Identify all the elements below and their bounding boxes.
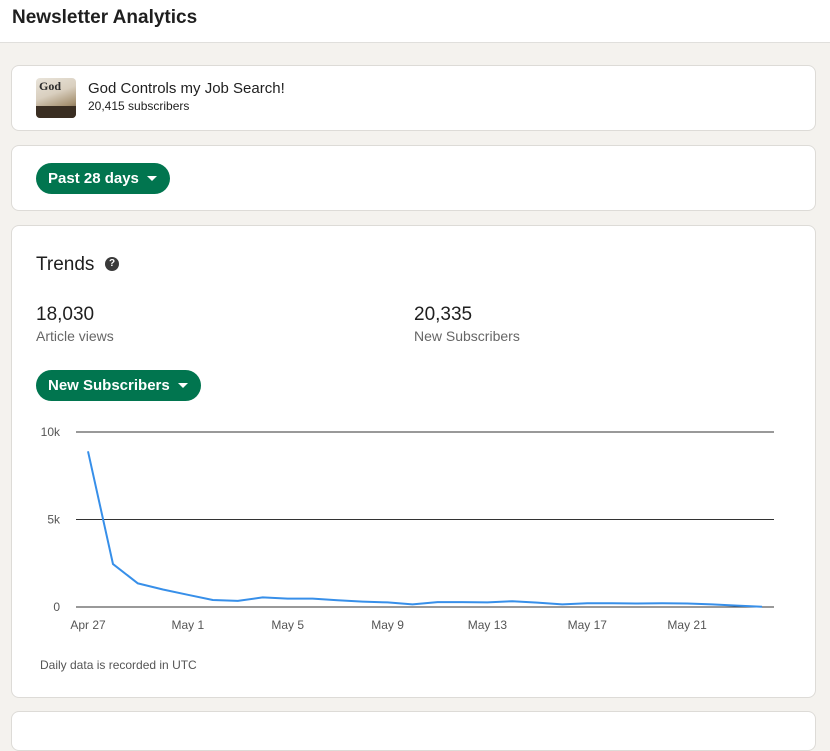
data-point[interactable]	[709, 601, 715, 607]
new-subscribers-chart: 0 5k 10k Apr 27 May 1 May 5 May 9 May 13 May 17 M…	[41, 425, 774, 632]
data-point[interactable]	[335, 597, 341, 603]
article-views-label: Article views	[36, 328, 114, 344]
data-point[interactable]	[160, 587, 166, 593]
x-tick-label: May 5	[271, 618, 304, 632]
x-tick-label: May 17	[568, 618, 608, 632]
x-tick-label: May 13	[468, 618, 508, 632]
data-point[interactable]	[285, 596, 291, 602]
y-tick-label: 10k	[41, 425, 61, 439]
date-range-dropdown[interactable]: Past 28 days	[36, 163, 170, 194]
data-point[interactable]	[85, 448, 91, 454]
subscriber-count: 20,415 subscribers	[88, 99, 190, 113]
data-point[interactable]	[360, 599, 366, 605]
y-tick-label: 5k	[47, 513, 61, 527]
new-subscribers-label: New Subscribers	[414, 328, 520, 344]
trends-card: Trends ? 18,030 Article views 20,335 New…	[11, 225, 816, 698]
article-views-value: 18,030	[36, 304, 95, 325]
x-tick-label: May 21	[667, 618, 707, 632]
x-tick-label: May 1	[172, 618, 205, 632]
x-tick-label: Apr 27	[70, 618, 106, 632]
data-point[interactable]	[459, 599, 465, 605]
x-tick-label: May 9	[371, 618, 404, 632]
newsletter-thumbnail[interactable]: God	[36, 78, 76, 118]
filter-card: Past 28 days	[11, 145, 816, 211]
data-point[interactable]	[235, 598, 241, 604]
top-bar: Newsletter Analytics	[0, 0, 830, 43]
metric-dropdown[interactable]: New Subscribers	[36, 370, 201, 401]
page-title: Newsletter Analytics	[12, 7, 198, 28]
data-point[interactable]	[509, 598, 515, 604]
data-point[interactable]	[434, 599, 440, 605]
new-subscribers-value: 20,335	[414, 304, 473, 325]
data-point[interactable]	[759, 604, 765, 610]
data-point[interactable]	[684, 601, 690, 607]
data-point[interactable]	[634, 601, 640, 607]
data-point[interactable]	[260, 594, 266, 600]
data-point[interactable]	[110, 561, 116, 567]
data-point[interactable]	[135, 580, 141, 586]
thumbnail-bar	[36, 106, 76, 118]
question-circle-icon[interactable]: ?	[105, 257, 119, 271]
data-point[interactable]	[484, 599, 490, 605]
data-point[interactable]	[734, 603, 740, 609]
thumbnail-text: God	[39, 79, 62, 93]
data-point[interactable]	[210, 597, 216, 603]
date-range-label: Past 28 days	[48, 170, 139, 187]
data-point[interactable]	[310, 596, 316, 602]
trends-title: Trends	[36, 254, 95, 275]
utc-footnote: Daily data is recorded in UTC	[40, 658, 197, 672]
newsletter-card: God God Controls my Job Search! 20,415 s…	[11, 65, 816, 131]
data-point[interactable]	[534, 600, 540, 606]
newsletter-name[interactable]: God Controls my Job Search!	[88, 80, 285, 97]
y-tick-label: 0	[53, 600, 60, 614]
caret-down-icon	[146, 176, 157, 181]
data-point[interactable]	[659, 600, 665, 606]
data-point[interactable]	[410, 601, 416, 607]
data-point[interactable]	[185, 592, 191, 598]
caret-down-icon	[177, 383, 188, 388]
series-line[interactable]	[87, 451, 763, 608]
data-point[interactable]	[609, 600, 615, 606]
next-card	[11, 711, 816, 751]
data-point[interactable]	[584, 600, 590, 606]
data-point[interactable]	[559, 601, 565, 607]
data-point[interactable]	[385, 599, 391, 605]
metric-label: New Subscribers	[48, 377, 170, 394]
